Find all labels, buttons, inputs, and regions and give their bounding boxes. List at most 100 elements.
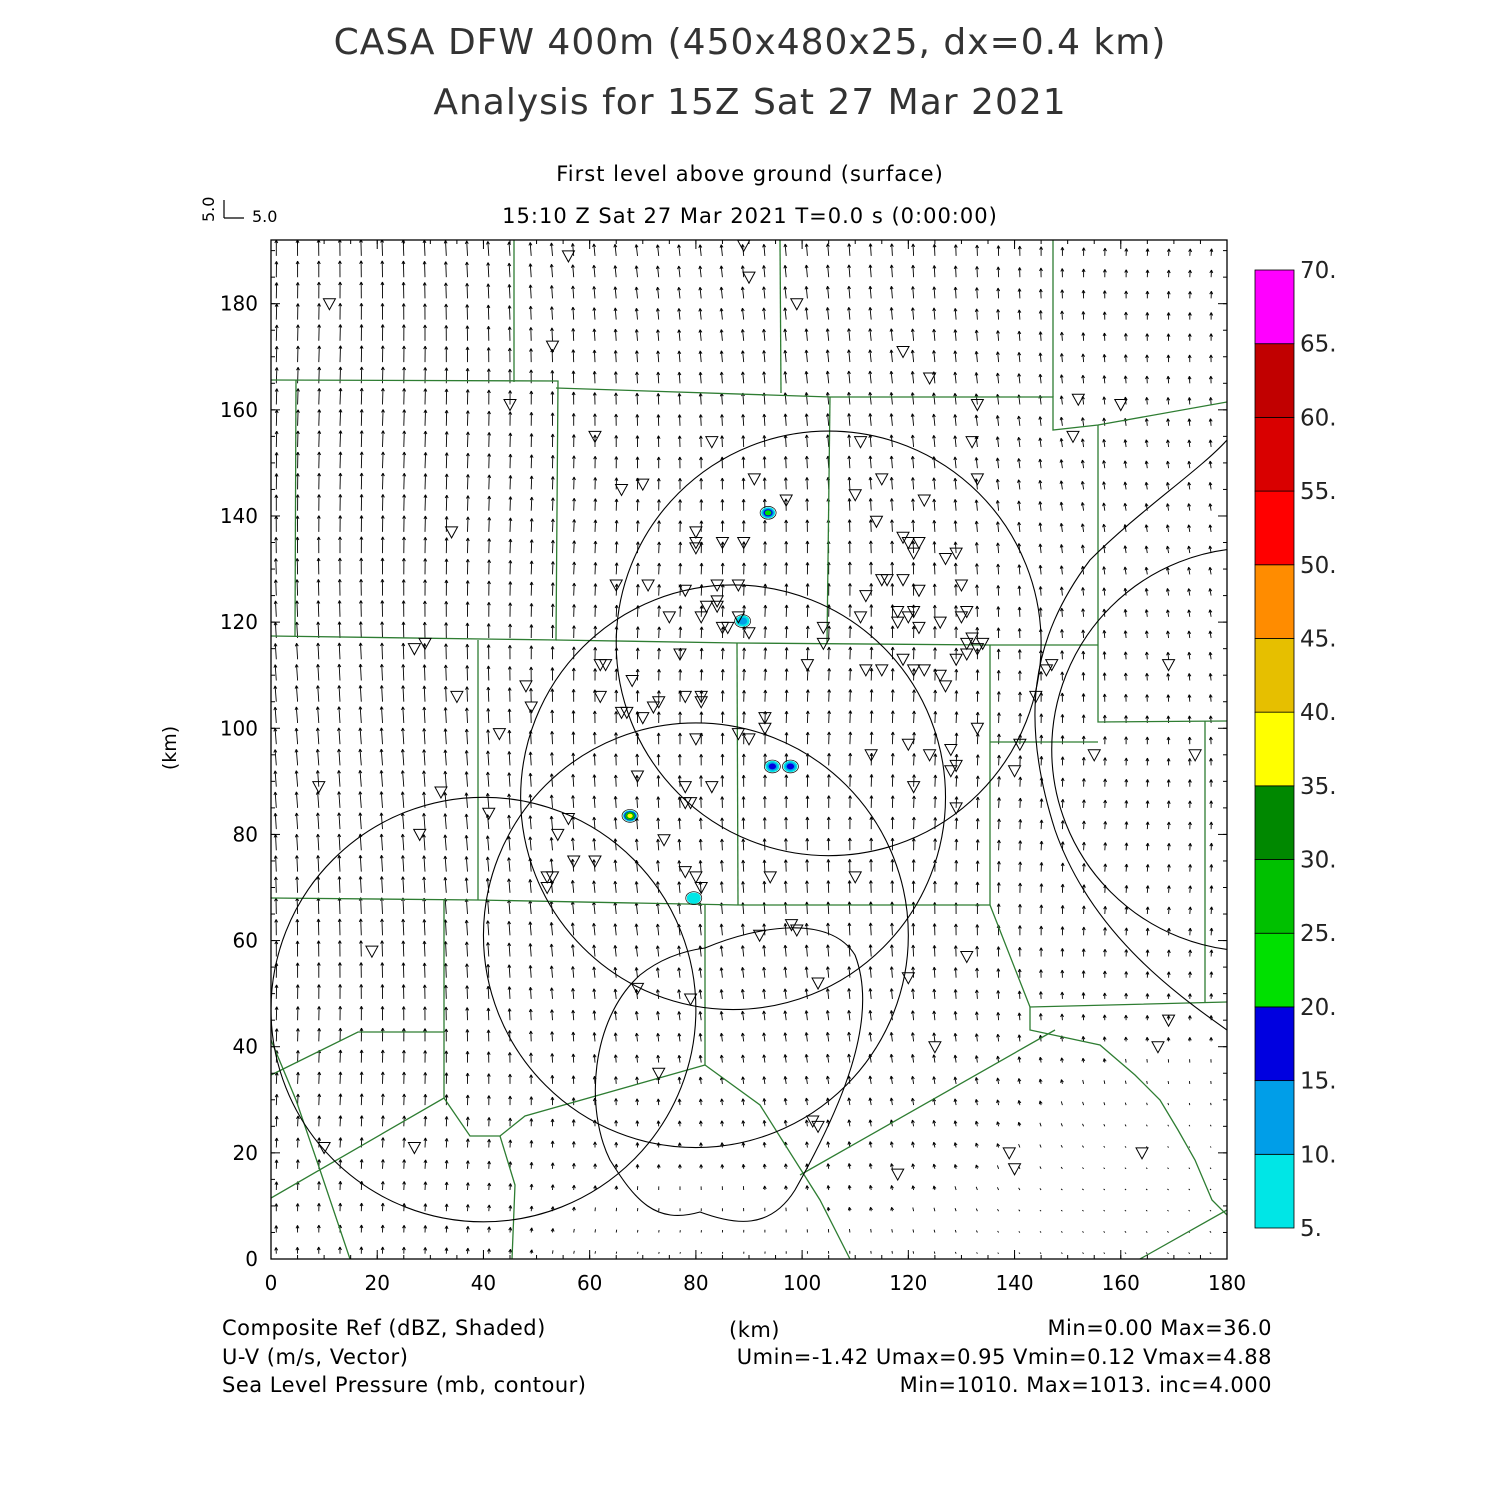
station-marker-icon bbox=[704, 781, 719, 794]
county-line bbox=[736, 642, 739, 906]
station-marker-icon bbox=[317, 1142, 331, 1155]
station-marker-icon bbox=[789, 298, 804, 311]
y-tick-label: 60 bbox=[233, 929, 258, 953]
station-marker-icon bbox=[678, 797, 693, 810]
station-marker-icon bbox=[407, 1142, 422, 1155]
station-marker-icon bbox=[662, 611, 677, 624]
colorbar-label: 50. bbox=[1300, 553, 1337, 579]
station-marker-icon bbox=[848, 489, 863, 502]
station-marker-icon bbox=[912, 621, 926, 635]
colorbar-label: 55. bbox=[1300, 479, 1337, 505]
station-marker-icon bbox=[694, 696, 709, 709]
station-marker-icon bbox=[917, 664, 932, 677]
station-marker-icon bbox=[965, 632, 979, 646]
station-marker-icon bbox=[779, 494, 794, 508]
station-marker-icon bbox=[694, 611, 709, 624]
station-marker-icon bbox=[874, 664, 889, 677]
county-line bbox=[1029, 1007, 1227, 1216]
colorbar-swatch bbox=[1254, 1153, 1295, 1229]
station-marker-icon bbox=[566, 855, 581, 868]
pressure-contour bbox=[594, 927, 864, 1222]
station-marker-icon bbox=[742, 733, 756, 746]
colorbar bbox=[1254, 269, 1295, 1229]
station-marker-icon bbox=[880, 574, 894, 587]
colorbar-swatch bbox=[1254, 638, 1295, 713]
colorbar-swatch bbox=[1254, 416, 1295, 492]
pressure-contour bbox=[1034, 439, 1227, 1031]
station-marker-icon bbox=[965, 436, 979, 449]
station-marker-icon bbox=[949, 653, 963, 667]
station-marker-icon bbox=[975, 637, 990, 651]
station-marker-icon bbox=[561, 250, 576, 263]
station-marker-icon bbox=[689, 542, 703, 555]
station-marker-icon bbox=[731, 579, 746, 593]
county-line bbox=[499, 1135, 516, 1259]
station-marker-icon bbox=[906, 606, 921, 619]
reflectivity-cell bbox=[685, 891, 703, 905]
county-line bbox=[1139, 1209, 1227, 1259]
radar-range-ring bbox=[271, 796, 697, 1223]
station-marker-icon bbox=[949, 547, 963, 561]
station-marker-icon bbox=[859, 664, 873, 677]
station-marker-icon bbox=[970, 722, 985, 736]
station-marker-icon bbox=[949, 802, 963, 815]
x-tick-label: 0 bbox=[265, 1271, 278, 1295]
station-marker-icon bbox=[811, 1120, 825, 1134]
station-marker-icon bbox=[1071, 393, 1086, 407]
radar-range-ring bbox=[615, 430, 1042, 857]
station-marker-icon bbox=[890, 606, 905, 619]
station-marker-icon bbox=[715, 537, 730, 550]
station-marker-icon bbox=[896, 345, 910, 359]
wind-vectors bbox=[273, 240, 1214, 1255]
colorbar-swatch bbox=[1254, 711, 1295, 787]
station-marker-icon bbox=[678, 781, 693, 794]
axis-ticks bbox=[270, 240, 1228, 1260]
station-marker-icon bbox=[630, 770, 645, 784]
station-marker-icon bbox=[943, 744, 958, 757]
station-marker-icon bbox=[859, 590, 873, 603]
colorbar-label: 10. bbox=[1300, 1142, 1337, 1168]
station-marker-icon bbox=[1044, 659, 1059, 672]
station-marker-icon bbox=[890, 616, 905, 630]
station-marker-icon bbox=[412, 828, 427, 842]
pressure-contours bbox=[594, 439, 1227, 1222]
station-marker-icon bbox=[928, 1041, 942, 1054]
station-marker-icon bbox=[933, 669, 948, 683]
colorbar-label: 40. bbox=[1300, 700, 1337, 726]
station-marker-icon bbox=[853, 436, 868, 449]
station-marker-icon bbox=[896, 574, 910, 587]
station-marker-icon bbox=[901, 972, 916, 985]
y-tick-label: 160 bbox=[220, 398, 258, 422]
colorbar-swatch bbox=[1254, 343, 1295, 418]
station-marker-icon bbox=[1135, 1147, 1149, 1160]
station-marker-icon bbox=[689, 733, 703, 746]
station-marker-icon bbox=[1151, 1041, 1165, 1054]
station-marker-icon bbox=[434, 786, 448, 800]
vector-scale-x-label: 5.0 bbox=[252, 207, 277, 226]
station-marker-icon bbox=[678, 866, 693, 879]
y-tick-labels: 0 20 40 60 80 100 120 140 160 180 bbox=[220, 292, 258, 1271]
colorbar-swatch bbox=[1254, 785, 1295, 860]
station-marker-icon bbox=[593, 690, 608, 704]
station-marker-icon bbox=[731, 728, 746, 741]
reflectivity-cell bbox=[621, 809, 639, 823]
station-marker-icon bbox=[901, 738, 916, 752]
radar-range-ring bbox=[520, 584, 947, 1011]
station-marker-icon bbox=[954, 579, 969, 593]
station-marker-icon bbox=[800, 659, 815, 672]
station-markers bbox=[311, 240, 1202, 1182]
x-tick-label: 120 bbox=[889, 1271, 927, 1295]
station-marker-icon bbox=[673, 648, 687, 662]
station-marker-icon bbox=[418, 637, 432, 651]
station-marker-icon bbox=[758, 712, 772, 725]
station-marker-icon bbox=[646, 701, 661, 715]
colorbar-label: 65. bbox=[1300, 332, 1337, 358]
colorbar-swatch bbox=[1254, 932, 1295, 1008]
station-marker-icon bbox=[694, 881, 709, 895]
station-marker-icon bbox=[710, 600, 724, 614]
station-marker-icon bbox=[1113, 399, 1128, 412]
station-marker-icon bbox=[1066, 430, 1080, 444]
station-marker-icon bbox=[869, 515, 884, 529]
station-marker-icon bbox=[635, 478, 650, 492]
